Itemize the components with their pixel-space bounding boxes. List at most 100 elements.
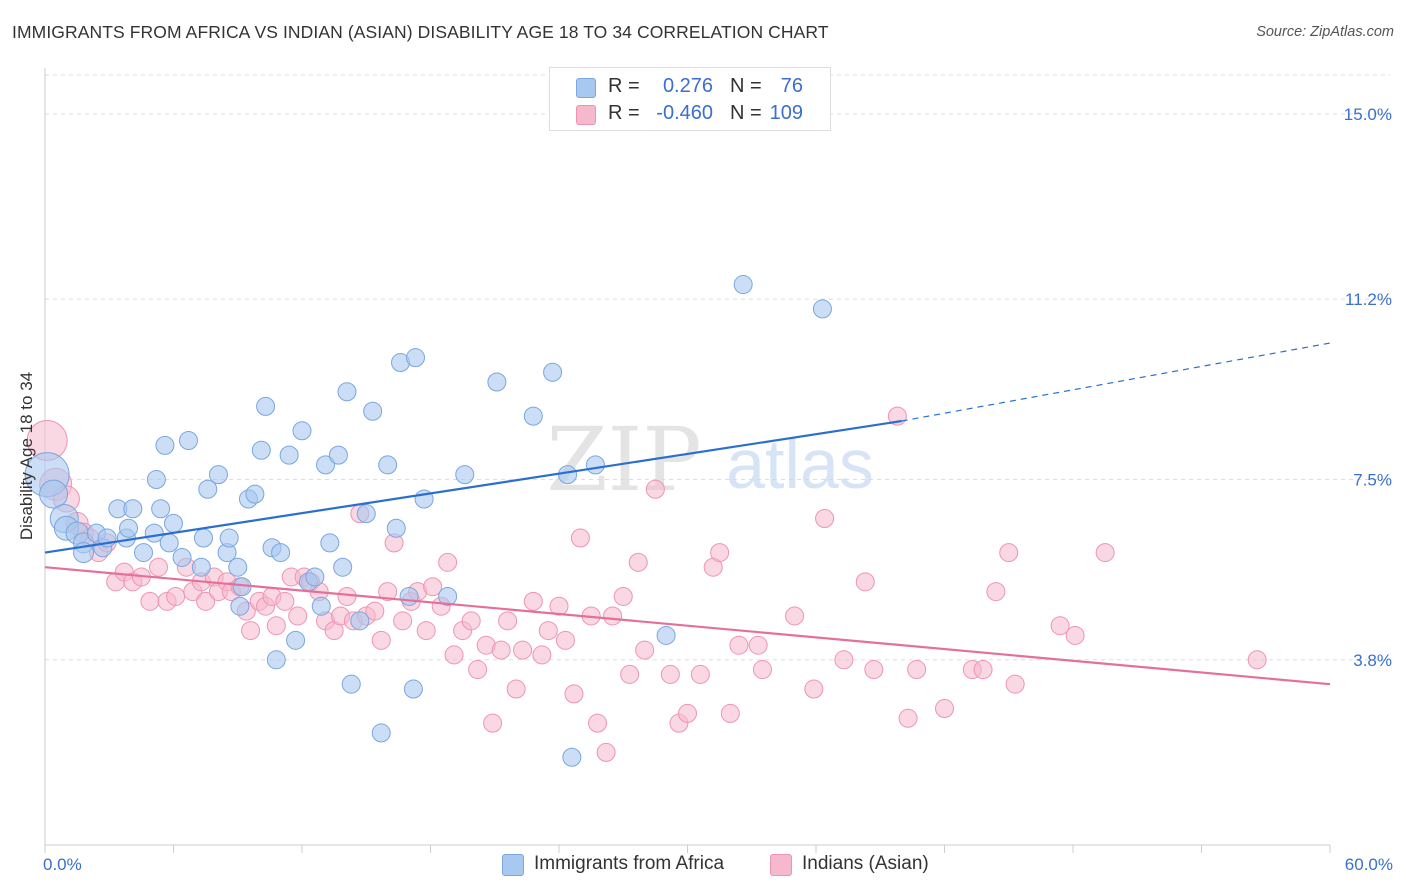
legend-swatch-indians <box>576 105 596 125</box>
data-point-africa <box>39 479 69 509</box>
source-label: Source: ZipAtlas.com <box>1256 24 1394 40</box>
x-tick-label-min: 0.0% <box>43 855 82 874</box>
data-point-indians <box>564 684 584 704</box>
data-point-indians <box>613 586 633 606</box>
data-point-indians <box>378 582 398 602</box>
legend-swatch-africa <box>576 78 596 98</box>
data-point-africa <box>371 723 391 743</box>
data-point-indians <box>371 630 391 650</box>
legend-n-label: N = <box>730 75 762 97</box>
legend-label-africa: Immigrants from Africa <box>534 853 725 874</box>
legend-label-indians: Indians (Asian) <box>802 853 929 874</box>
correlation-legend: R = 0.276 N = 76 R = -0.460 N = 109 <box>549 67 831 131</box>
data-point-indians <box>498 611 518 631</box>
data-point-africa <box>123 499 143 519</box>
data-point-indians <box>506 679 526 699</box>
data-point-africa <box>523 406 543 426</box>
data-point-indians <box>804 679 824 699</box>
data-point-indians <box>596 742 616 762</box>
x-tick-labels: 0.0% 60.0% <box>43 855 1393 874</box>
data-point-africa <box>562 747 582 767</box>
data-point-africa <box>251 440 271 460</box>
data-point-indians <box>491 640 511 660</box>
data-point-indians <box>748 635 768 655</box>
data-point-indians <box>337 586 357 606</box>
y-tick-label: 7.5% <box>1353 470 1392 489</box>
data-point-indians <box>1065 625 1085 645</box>
data-point-africa <box>292 421 312 441</box>
data-point-africa <box>208 465 228 485</box>
data-point-africa <box>271 543 291 563</box>
data-point-indians <box>393 611 413 631</box>
data-point-indians <box>855 572 875 592</box>
y-tick-label: 11.2% <box>1345 290 1392 309</box>
data-point-africa <box>350 611 370 631</box>
legend-r-value: 0.276 <box>662 75 713 97</box>
data-point-indians <box>710 543 730 563</box>
data-point-indians <box>468 660 488 680</box>
data-point-africa <box>341 674 361 694</box>
data-point-indians <box>986 582 1006 602</box>
data-point-africa <box>245 484 265 504</box>
data-point-africa <box>328 445 348 465</box>
data-point-africa <box>316 455 336 475</box>
legend-row-africa: R = 0.276 N = 76 <box>550 73 830 101</box>
data-point-indians <box>444 645 464 665</box>
data-point-indians <box>645 479 665 499</box>
data-point-indians <box>678 703 697 723</box>
legend-n-value: 109 <box>769 102 803 124</box>
data-point-indians <box>603 606 623 626</box>
y-tick-label: 3.8% <box>1353 651 1392 670</box>
data-point-indians <box>1050 616 1070 636</box>
data-point-indians <box>266 616 286 636</box>
trend-lines <box>44 342 1331 686</box>
data-point-africa <box>146 469 166 489</box>
legend-r-label: R = <box>608 102 640 124</box>
data-point-africa <box>151 499 171 519</box>
chart-title: IMMIGRANTS FROM AFRICA VS INDIAN (ASIAN)… <box>12 22 829 42</box>
data-point-africa <box>286 630 306 650</box>
data-point-indians <box>140 591 160 611</box>
data-point-africa <box>733 275 753 295</box>
data-point-indians <box>898 708 918 728</box>
x-tick-label-max: 60.0% <box>1345 855 1393 874</box>
data-point-africa <box>228 557 248 577</box>
data-point-indians <box>834 650 854 670</box>
data-point-africa <box>455 465 475 485</box>
data-point-indians <box>513 640 533 660</box>
data-point-indians <box>720 703 740 723</box>
trend-line-africa <box>44 419 902 554</box>
data-point-indians <box>149 557 169 577</box>
data-point-indians <box>1005 674 1025 694</box>
data-point-indians <box>628 552 648 572</box>
legend-r-label: R = <box>608 75 640 97</box>
data-point-africa <box>585 455 605 475</box>
data-point-africa <box>159 533 179 553</box>
data-point-indians <box>461 611 481 631</box>
data-point-indians <box>999 543 1019 563</box>
data-point-indians <box>423 577 443 597</box>
data-point-africa <box>386 518 406 538</box>
data-point-africa <box>378 455 398 475</box>
data-point-indians <box>1095 543 1115 563</box>
data-point-indians <box>570 528 590 548</box>
data-point-africa <box>487 372 507 392</box>
legend-n-value: 76 <box>780 75 803 97</box>
data-point-africa <box>164 513 183 533</box>
data-point-africa <box>191 557 211 577</box>
data-point-indians <box>275 591 295 611</box>
data-point-indians <box>538 621 558 641</box>
data-point-africa <box>356 504 376 524</box>
data-point-africa <box>219 528 239 548</box>
data-point-africa <box>266 650 286 670</box>
data-point-indians <box>815 508 835 528</box>
legend-swatch-indians <box>770 854 792 876</box>
data-point-africa <box>337 382 357 402</box>
data-point-indians <box>523 591 543 611</box>
data-point-indians <box>785 606 805 626</box>
data-point-africa <box>399 586 419 606</box>
trend-line-indians <box>44 566 1331 686</box>
data-point-indians <box>438 552 458 572</box>
data-point-indians <box>196 591 216 611</box>
